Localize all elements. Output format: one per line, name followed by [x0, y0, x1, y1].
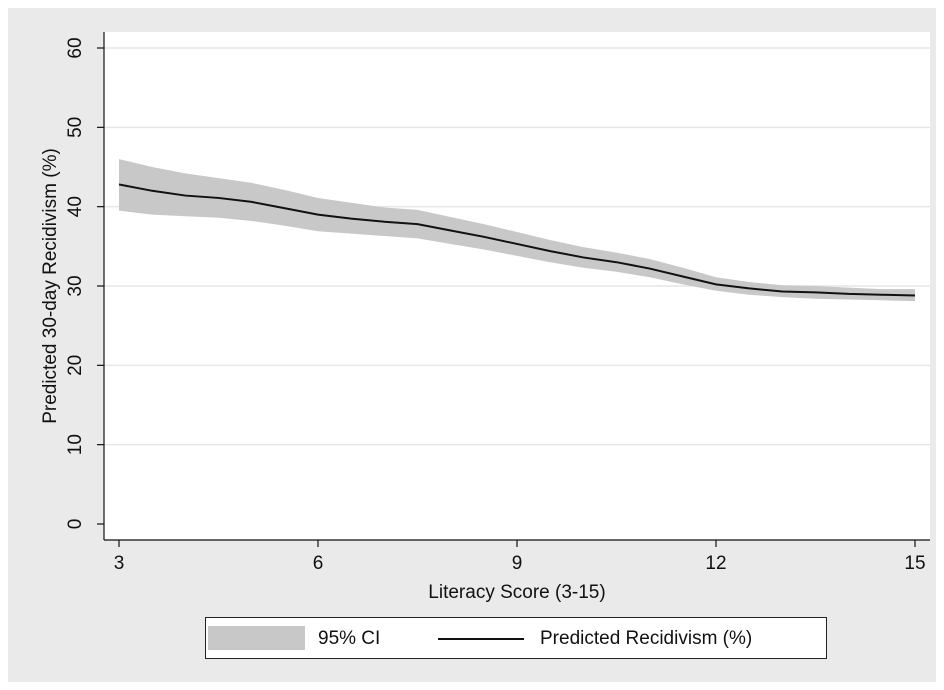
predicted-recidivism-line — [118, 183, 916, 297]
y-tick-label: 20 — [65, 355, 86, 376]
legend: 95% CI Predicted Recidivism (%) — [205, 617, 827, 659]
y-tick-label: 40 — [65, 196, 86, 217]
y-tick-label: 0 — [65, 519, 86, 530]
legend-ci-label: 95% CI — [318, 628, 381, 649]
y-axis-label: Predicted 30-day Recidivism (%) — [40, 148, 61, 424]
x-tick-label: 12 — [705, 553, 726, 574]
x-tick-label: 9 — [512, 553, 523, 574]
x-ticks: 3 6 9 12 15 — [114, 540, 926, 574]
legend-ci-swatch — [208, 626, 305, 650]
x-tick-label: 3 — [114, 553, 125, 574]
legend-line-swatch — [438, 638, 524, 640]
y-tick-label: 10 — [65, 434, 86, 455]
x-axis-label: Literacy Score (3-15) — [428, 582, 605, 603]
x-tick-label: 6 — [313, 553, 324, 574]
legend-line-label: Predicted Recidivism (%) — [540, 628, 753, 649]
y-tick-label: 60 — [65, 37, 86, 58]
x-tick-label: 15 — [904, 553, 925, 574]
y-tick-label: 30 — [65, 275, 86, 296]
y-tick-label: 50 — [65, 117, 86, 138]
y-ticks: 0 10 20 30 40 50 60 — [65, 37, 104, 529]
